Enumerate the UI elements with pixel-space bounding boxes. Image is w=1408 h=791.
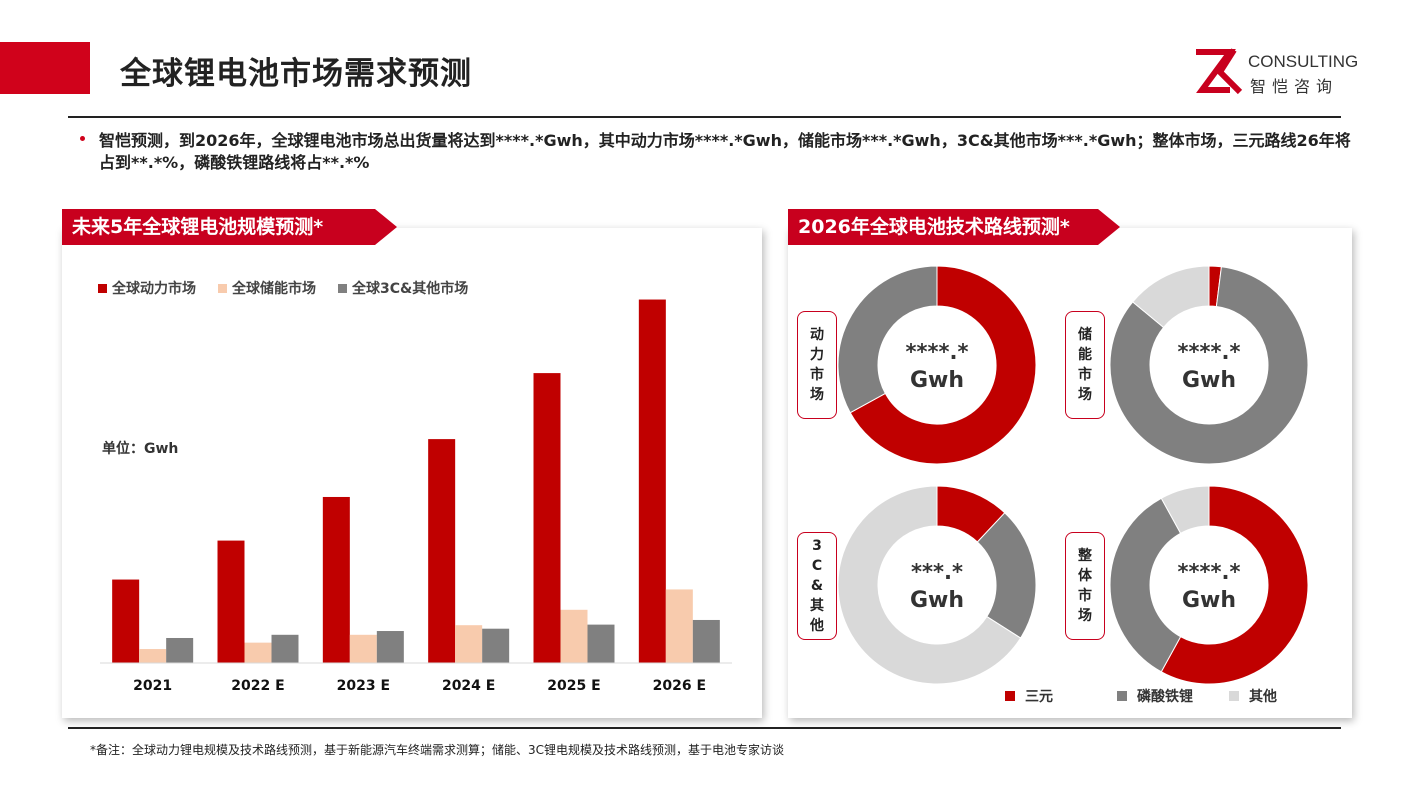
footnote: *备注：全球动力锂电规模及技术路线预测，基于新能源汽车终端需求测算；储能、3C锂… (90, 743, 785, 757)
donut-label-3: 整体市场 (1065, 532, 1105, 640)
logo-text-cn: 智恺咨询 (1250, 77, 1339, 96)
legend-swatch (1229, 691, 1239, 701)
bar-storage-0 (139, 649, 167, 663)
bar-power-2 (322, 496, 350, 663)
legend-item-3c: 全球3C&其他市场 (338, 278, 468, 298)
header-divider (68, 116, 1341, 118)
donut-segment-3-2 (1160, 485, 1210, 534)
legend-swatch (218, 283, 227, 293)
donut-center-value: ****.* (1178, 560, 1241, 584)
page-title: 全球锂电池市场需求预测 (120, 56, 472, 92)
bar-storage-3 (455, 625, 483, 663)
legend-swatch (1005, 691, 1015, 701)
donut-label-1: 储能市场 (1065, 311, 1105, 419)
x-tick-label: 2023 E (337, 678, 390, 694)
summary-text: 智恺预测，到2026年，全球锂电池市场总出货量将达到****.*Gwh，其中动力… (99, 131, 1351, 172)
bar-storage-2 (349, 634, 377, 663)
bar-3c-4 (587, 624, 615, 663)
donut-center-unit: Gwh (910, 588, 964, 613)
donut-segment-1-2 (1132, 265, 1210, 329)
bar-3c-3 (482, 628, 510, 663)
legend-label: 全球动力市场 (112, 281, 196, 297)
donut-center-unit: Gwh (1182, 588, 1236, 613)
donut-center-value: ****.* (906, 340, 969, 364)
bar-3c-0 (166, 637, 194, 663)
donut-segment-0-0 (849, 265, 1037, 465)
legend-swatch (338, 283, 347, 293)
donut-center-value: ***.* (911, 560, 963, 584)
legend-swatch (1117, 691, 1127, 701)
donut-segment-2-2 (837, 485, 1022, 685)
bar-chart-legend: 全球动力市场 全球储能市场 全球3C&其他市场 (98, 278, 468, 298)
bar-storage-4 (560, 609, 588, 663)
legend-label: 磷酸铁锂 (1137, 689, 1193, 705)
bar-power-4 (533, 373, 561, 663)
x-tick-label: 2022 E (231, 678, 284, 694)
donut-legend: 三元 磷酸铁锂 其他 (1005, 686, 1341, 706)
zk-logo-icon (1196, 48, 1243, 95)
bar-power-5 (638, 299, 666, 663)
legend-item-power: 全球动力市场 (98, 278, 196, 298)
bar-power-0 (112, 579, 140, 663)
legend-label: 全球储能市场 (232, 281, 316, 297)
donut-label-2: 3 C & 其他 (797, 532, 837, 640)
bar-chart-title: 未来5年全球锂电池规模预测* (62, 209, 397, 245)
bar-power-3 (428, 439, 456, 663)
donut-segment-3-0 (1160, 485, 1309, 685)
bar-storage-1 (244, 642, 272, 663)
legend-item-lfp: 磷酸铁锂 (1117, 686, 1229, 706)
bar-3c-5 (692, 619, 720, 663)
unit-label: 单位：Gwh (102, 441, 179, 457)
legend-label: 三元 (1025, 689, 1053, 705)
donut-center-value: ****.* (1178, 340, 1241, 364)
bar-3c-2 (376, 631, 404, 663)
x-tick-label: 2026 E (653, 678, 706, 694)
donut-chart-title: 2026年全球电池技术路线预测* (788, 209, 1120, 245)
donut-label-0: 动力市场 (797, 311, 837, 419)
legend-item-storage: 全球储能市场 (218, 278, 316, 298)
legend-label: 其他 (1249, 689, 1277, 705)
title-accent-bar (0, 42, 90, 94)
x-tick-label: 2025 E (547, 678, 600, 694)
donut-center-unit: Gwh (1182, 368, 1236, 393)
footer-divider (68, 727, 1341, 729)
bar-3c-1 (271, 634, 299, 663)
logo-text-en: CONSULTING (1248, 52, 1359, 71)
bar-power-1 (217, 540, 245, 663)
donut-segment-3-1 (1109, 497, 1182, 673)
donut-segment-0-1 (837, 265, 938, 414)
bar-storage-5 (665, 589, 693, 663)
legend-item-ternary: 三元 (1005, 686, 1117, 706)
legend-item-other: 其他 (1229, 686, 1341, 706)
donut-segment-1-1 (1109, 266, 1309, 465)
legend-label: 全球3C&其他市场 (352, 281, 469, 297)
bullet-icon (80, 136, 85, 141)
x-tick-label: 2024 E (442, 678, 495, 694)
legend-swatch (98, 283, 107, 293)
x-tick-label: 2021 (133, 678, 172, 694)
donut-center-unit: Gwh (910, 368, 964, 393)
company-logo: CONSULTING 智恺咨询 (1190, 46, 1370, 96)
